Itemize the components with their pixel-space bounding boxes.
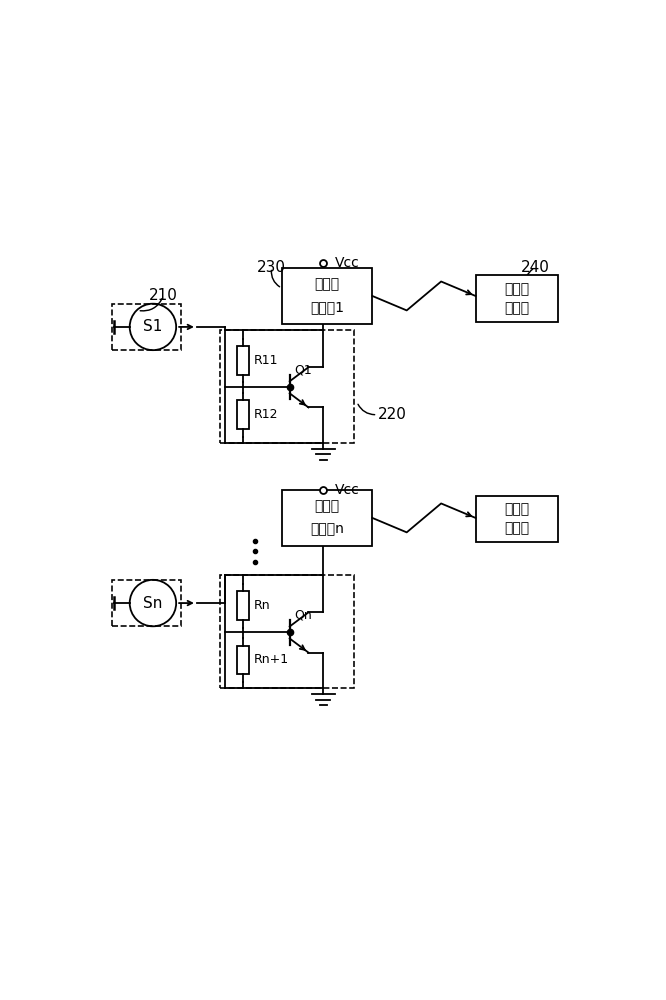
Text: 240: 240: [520, 260, 549, 275]
Text: Q1: Q1: [294, 363, 312, 376]
Bar: [237, 346, 250, 375]
Text: Rn: Rn: [254, 599, 270, 612]
Bar: [112, 304, 181, 350]
Text: 移动接: 移动接: [504, 282, 529, 296]
Text: Vcc: Vcc: [334, 483, 360, 497]
Bar: [237, 646, 250, 674]
Text: 射装置n: 射装置n: [310, 522, 344, 536]
Text: Qn: Qn: [294, 608, 312, 621]
Text: S1: S1: [143, 319, 163, 334]
Text: R11: R11: [254, 354, 278, 367]
Text: 信号发: 信号发: [314, 278, 340, 292]
Text: 信号发: 信号发: [314, 500, 340, 514]
Text: 收装置: 收装置: [504, 301, 529, 315]
Bar: [237, 400, 250, 429]
Bar: [282, 490, 372, 546]
Bar: [220, 330, 354, 443]
Text: Vcc: Vcc: [334, 256, 360, 270]
Text: 230: 230: [257, 260, 286, 275]
Text: 射装置1: 射装置1: [310, 300, 344, 314]
Text: 收装置: 收装置: [504, 521, 529, 535]
Text: Rn+1: Rn+1: [254, 653, 288, 666]
Bar: [282, 268, 372, 324]
Bar: [237, 591, 250, 620]
Text: Sn: Sn: [143, 596, 163, 611]
Bar: [112, 580, 181, 626]
Bar: [476, 275, 558, 322]
Text: R12: R12: [254, 408, 278, 421]
Text: 210: 210: [149, 288, 178, 303]
Text: 移动接: 移动接: [504, 503, 529, 517]
Bar: [220, 575, 354, 688]
Bar: [476, 496, 558, 542]
Text: 220: 220: [378, 407, 406, 422]
